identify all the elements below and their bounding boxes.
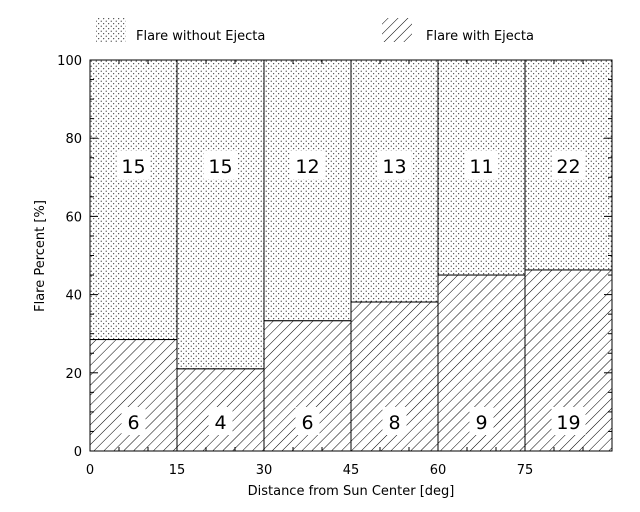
bar-without-ejecta-3 bbox=[350, 59, 439, 303]
count-bg-with-ejecta-0 bbox=[121, 407, 146, 435]
x-axis: 0 15 30 45 60 75 bbox=[86, 60, 584, 478]
count-bg-without-ejecta-2 bbox=[290, 151, 325, 179]
count-bg-with-ejecta-1 bbox=[208, 407, 233, 435]
count-label-with-ejecta-3: 8 bbox=[388, 412, 400, 434]
x-tick-label-2: 30 bbox=[256, 463, 273, 478]
legend-label-with-ejecta: Flare with Ejecta bbox=[426, 29, 534, 44]
count-bg-without-ejecta-0 bbox=[116, 151, 151, 179]
count-label-without-ejecta-1: 15 bbox=[208, 156, 232, 178]
bar-without-ejecta-0 bbox=[89, 59, 178, 341]
y-tick-label-0: 0 bbox=[74, 445, 82, 460]
legend-label-without-ejecta: Flare without Ejecta bbox=[136, 29, 265, 44]
count-bg-without-ejecta-5 bbox=[551, 151, 586, 179]
bar-labels-group: 15 6 15 4 12 6 13 8 11 9 22 19 bbox=[116, 151, 586, 435]
x-tick-label-3: 45 bbox=[343, 463, 360, 478]
count-label-without-ejecta-4: 11 bbox=[469, 156, 493, 178]
count-bg-with-ejecta-2 bbox=[295, 407, 320, 435]
count-label-with-ejecta-4: 9 bbox=[475, 412, 487, 434]
count-label-with-ejecta-0: 6 bbox=[127, 412, 139, 434]
count-bg-with-ejecta-4 bbox=[469, 407, 494, 435]
legend-swatch-with-ejecta bbox=[382, 18, 412, 42]
y-axis-label: Flare Percent [%] bbox=[33, 200, 48, 312]
x-tick-label-4: 60 bbox=[430, 463, 447, 478]
count-bg-with-ejecta-3 bbox=[382, 407, 407, 435]
y-tick-label-4: 80 bbox=[65, 132, 82, 147]
bar-with-ejecta-2 bbox=[263, 320, 352, 452]
x-tick-label-1: 15 bbox=[169, 463, 186, 478]
count-label-without-ejecta-2: 12 bbox=[295, 156, 319, 178]
count-label-with-ejecta-2: 6 bbox=[301, 412, 313, 434]
legend-swatch-without-ejecta bbox=[96, 18, 126, 42]
count-label-without-ejecta-3: 13 bbox=[382, 156, 406, 178]
x-tick-label-0: 0 bbox=[86, 463, 94, 478]
y-tick-label-3: 60 bbox=[65, 210, 82, 225]
y-tick-label-5: 100 bbox=[57, 54, 82, 69]
x-axis-label: Distance from Sun Center [deg] bbox=[248, 484, 455, 499]
bars-group bbox=[89, 59, 613, 452]
bar-without-ejecta-2 bbox=[263, 59, 352, 322]
legend: Flare without Ejecta Flare with Ejecta bbox=[96, 18, 534, 44]
count-label-with-ejecta-1: 4 bbox=[214, 412, 226, 434]
count-label-without-ejecta-5: 22 bbox=[556, 156, 580, 178]
count-label-without-ejecta-0: 15 bbox=[121, 156, 145, 178]
count-bg-without-ejecta-3 bbox=[377, 151, 412, 179]
count-bg-without-ejecta-1 bbox=[203, 151, 238, 179]
count-bg-without-ejecta-4 bbox=[464, 151, 499, 179]
bar-without-ejecta-1 bbox=[176, 59, 265, 370]
x-tick-label-5: 75 bbox=[517, 463, 534, 478]
y-tick-label-1: 20 bbox=[65, 367, 82, 382]
count-label-with-ejecta-5: 19 bbox=[556, 412, 580, 434]
count-bg-with-ejecta-5 bbox=[551, 407, 586, 435]
y-axis: 0 20 40 60 80 100 bbox=[57, 54, 612, 460]
y-tick-label-2: 40 bbox=[65, 289, 82, 304]
